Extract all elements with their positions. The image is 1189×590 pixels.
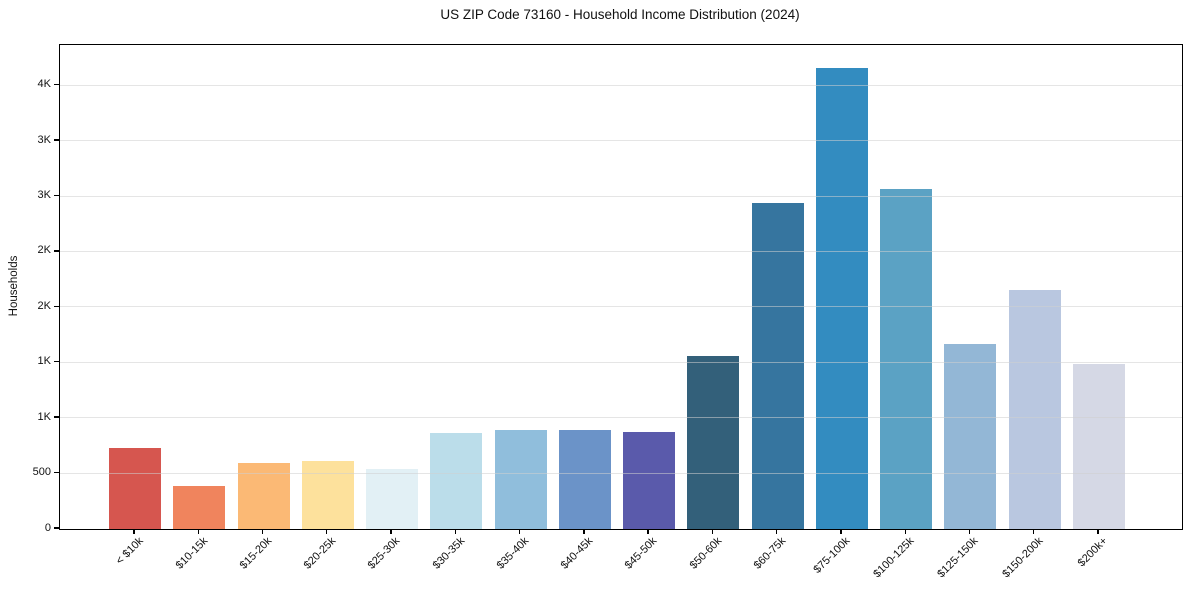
bar-75-100k	[815, 68, 868, 529]
y-tick-label: 3K	[37, 189, 51, 202]
y-tick-mark	[54, 527, 59, 529]
bar-20-25k	[301, 461, 354, 529]
bar-30-35k	[430, 433, 483, 529]
y-tick-mark	[54, 84, 59, 86]
y-tick-label: 2K	[37, 244, 51, 257]
x-tick-label: $15-20k	[237, 535, 275, 572]
x-tick-mark	[261, 529, 264, 534]
y-tick-mark	[54, 305, 59, 308]
x-tick-mark	[711, 529, 714, 534]
x-tick-label: $50-60k	[687, 535, 724, 572]
x-tick-mark	[840, 529, 842, 534]
y-tick-mark	[54, 250, 59, 252]
y-tick-label: 500	[32, 466, 51, 479]
bar-60-75k	[751, 202, 804, 529]
bar-125-150k	[944, 343, 997, 529]
bar-35-40k	[494, 430, 547, 529]
gridline-2500	[60, 251, 1182, 252]
y-tick-mark	[54, 139, 59, 141]
y-tick-label: 2K	[37, 299, 51, 312]
bar-15-20k	[237, 463, 290, 529]
gridline-4000	[60, 84, 1182, 86]
x-tick-label: $10-15k	[173, 535, 210, 572]
y-axis-tick-labels: 0 500 1K 1K 2K 2K 3K 3K 4K	[0, 0, 51, 590]
x-tick-label: < $10k	[113, 535, 146, 568]
x-tick-label: $100-125k	[871, 535, 917, 581]
x-tick-label: $75-100k	[811, 535, 853, 576]
x-tick-mark	[775, 529, 778, 534]
x-tick-mark	[133, 529, 135, 534]
y-tick-mark	[54, 471, 59, 474]
bar-45-50k	[623, 432, 676, 529]
x-tick-mark	[647, 529, 649, 534]
x-tick-label: $40-45k	[558, 535, 596, 572]
y-tick-mark	[54, 194, 59, 197]
x-tick-label: $150-200k	[999, 535, 1046, 581]
gridline-3500	[60, 140, 1182, 142]
x-tick-mark	[1097, 529, 1099, 534]
bar-40-45k	[558, 429, 611, 529]
x-tick-mark	[454, 529, 457, 534]
bar-200k	[1073, 363, 1125, 529]
bar-150-200k	[1008, 289, 1061, 529]
x-tick-mark	[1033, 529, 1035, 534]
y-tick-label: 4K	[37, 78, 51, 91]
x-tick-mark	[583, 529, 585, 534]
y-tick-mark	[54, 361, 59, 363]
y-tick-mark	[54, 416, 59, 418]
chart-title: US ZIP Code 73160 - Household Income Dis…	[440, 7, 800, 22]
x-tick-label: $200k+	[1075, 535, 1110, 570]
x-tick-mark	[518, 529, 521, 534]
bar-10k	[109, 447, 161, 529]
x-tick-label: $35-40k	[494, 535, 532, 572]
bar-100-125k	[880, 188, 933, 529]
x-tick-label: $30-35k	[430, 535, 467, 572]
plot-area	[59, 44, 1183, 530]
x-tick-mark	[904, 529, 906, 534]
x-tick-label: $125-150k	[935, 535, 981, 581]
y-tick-label: 3K	[37, 133, 51, 146]
y-tick-label: 1K	[37, 410, 51, 423]
bar-25-30k	[366, 469, 419, 529]
y-tick-label: 1K	[37, 355, 51, 368]
x-tick-mark	[390, 529, 392, 534]
x-tick-label: $25-30k	[365, 535, 403, 572]
x-tick-label: $20-25k	[301, 535, 339, 572]
x-tick-label: $45-50k	[623, 535, 660, 572]
x-tick-label: $60-75k	[751, 535, 789, 572]
x-tick-mark	[197, 529, 199, 534]
bar-50-60k	[687, 355, 740, 529]
bar-10-15k	[173, 486, 226, 529]
gridline-3000	[60, 195, 1182, 197]
x-tick-mark	[326, 529, 328, 534]
x-tick-mark	[968, 529, 971, 534]
y-tick-label: 0	[44, 521, 51, 534]
